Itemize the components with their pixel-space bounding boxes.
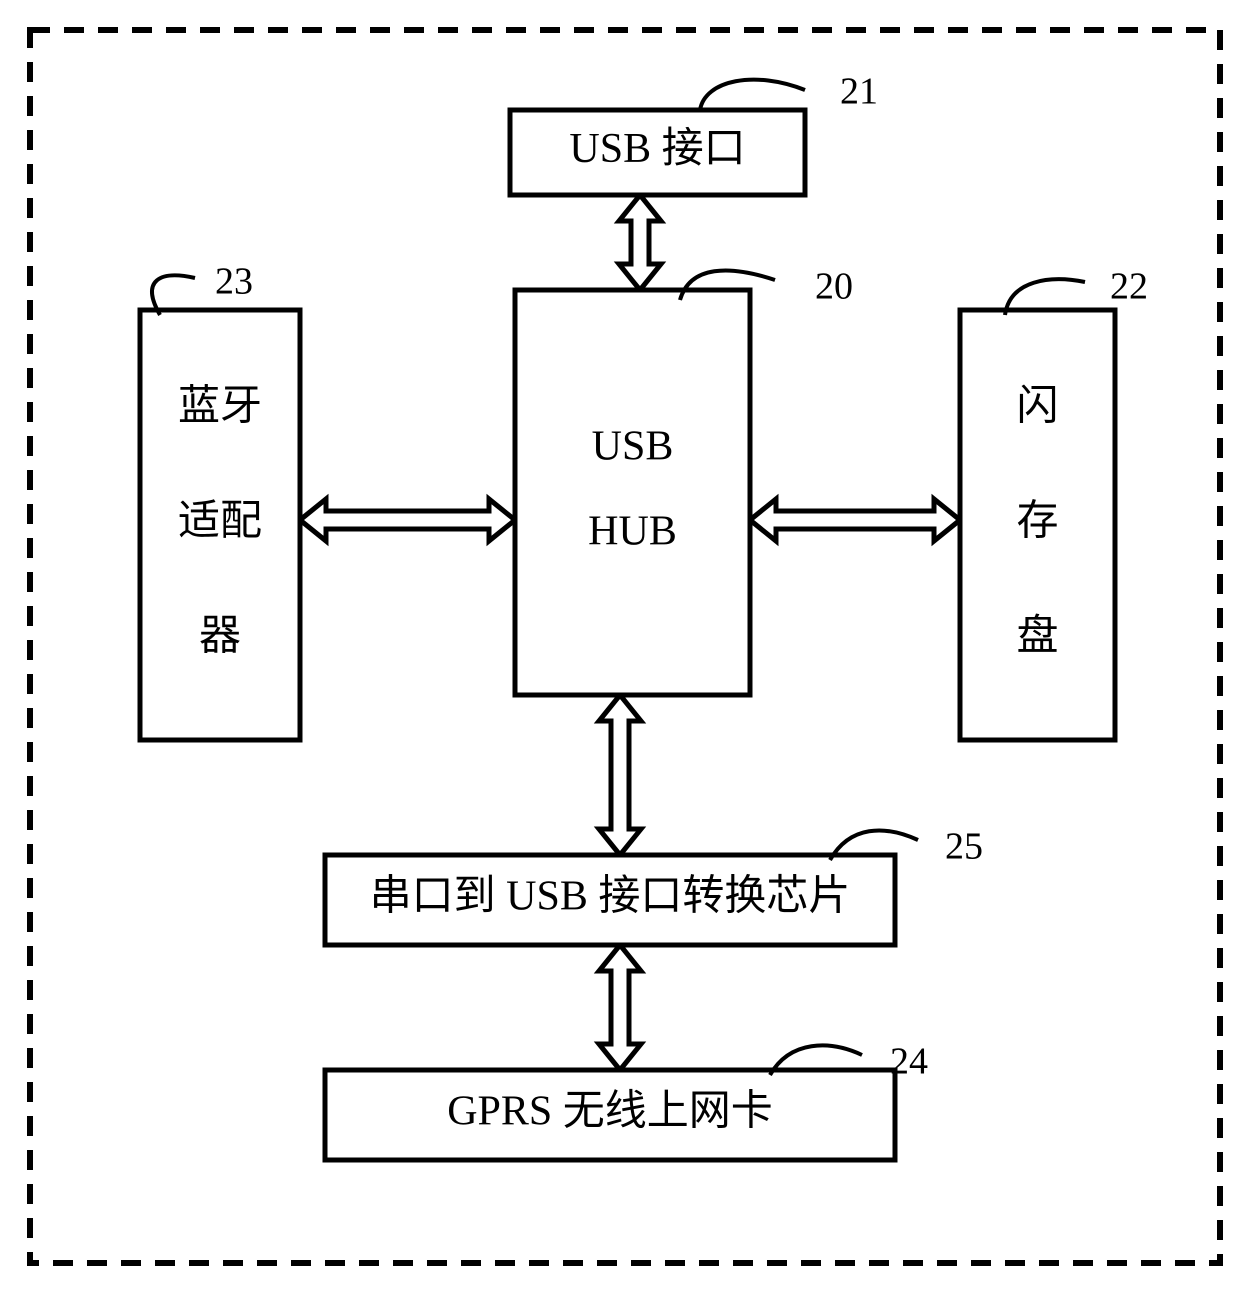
node-flash-label: 盘 <box>1016 613 1058 660</box>
node-usb_if-number: 21 <box>840 71 878 113</box>
node-usb_if-leader <box>700 80 805 110</box>
node-conv: 串口到 USB 接口转换芯片 25 <box>325 826 983 945</box>
node-flash-number: 22 <box>1110 266 1148 308</box>
node-flash-label: 闪 <box>1016 384 1058 430</box>
node-hub-number: 20 <box>815 266 853 308</box>
arrow-hub_flash <box>750 499 960 541</box>
arrow-hub_bt <box>300 499 515 541</box>
arrow-conv_gprs <box>599 945 641 1070</box>
node-hub: USB HUB 20 <box>515 266 853 695</box>
node-usb_if: USB 接口 21 <box>510 71 878 195</box>
node-bt-number: 23 <box>215 261 253 303</box>
node-hub-label: HUB <box>588 509 677 555</box>
arrow-hub_conv <box>599 695 641 855</box>
block-diagram: USB 接口 21 USB HUB 20 蓝牙适配器 23 闪存盘 22 串口到 USB 接口转换… <box>0 0 1250 1293</box>
node-gprs-label: GPRS 无线上网卡 <box>447 1089 773 1135</box>
node-hub-box <box>515 290 750 695</box>
node-conv-number: 25 <box>945 826 983 868</box>
node-bt-label: 适配 <box>178 499 262 545</box>
node-bt-label: 蓝牙 <box>178 384 262 430</box>
node-hub-label: USB <box>592 424 674 470</box>
arrow-hub_usb <box>619 195 661 290</box>
node-gprs-number: 24 <box>890 1041 928 1083</box>
node-bt-label: 器 <box>199 614 241 660</box>
node-bt: 蓝牙适配器 23 <box>140 261 300 740</box>
node-flash-label: 存 <box>1016 499 1058 545</box>
node-usb_if-label: USB 接口 <box>569 126 745 172</box>
node-flash: 闪存盘 22 <box>960 266 1148 740</box>
node-conv-label: 串口到 USB 接口转换芯片 <box>370 874 851 920</box>
